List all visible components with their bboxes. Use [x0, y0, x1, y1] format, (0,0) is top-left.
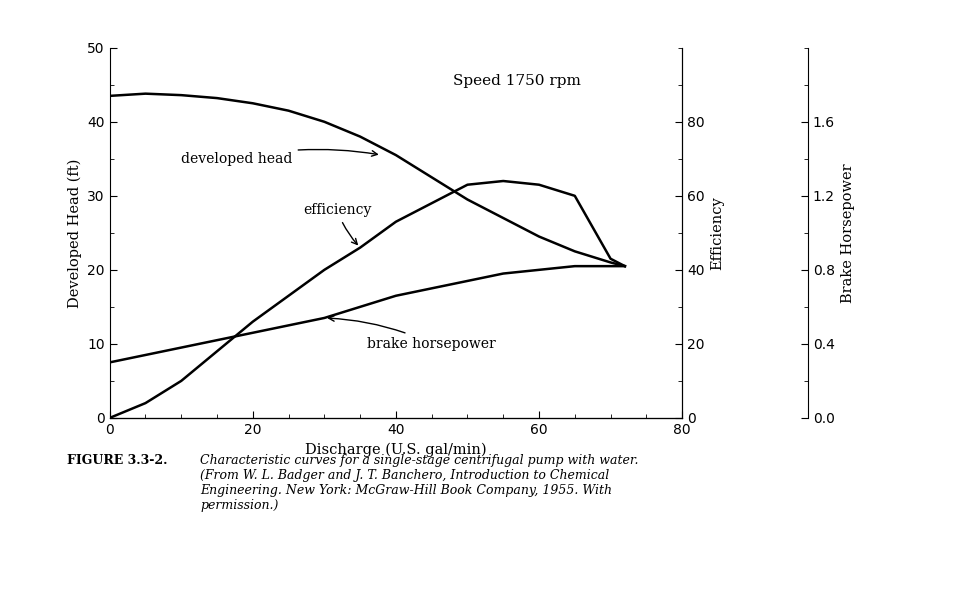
Y-axis label: Brake Horsepower: Brake Horsepower [840, 163, 854, 303]
Y-axis label: Efficiency: Efficiency [709, 196, 723, 270]
Text: developed head: developed head [181, 149, 377, 165]
Text: Speed 1750 rpm: Speed 1750 rpm [453, 73, 580, 88]
Text: Characteristic curves for a single-stage centrifugal pump with water.
(From W. L: Characteristic curves for a single-stage… [200, 454, 639, 512]
Text: brake horsepower: brake horsepower [329, 316, 496, 350]
Text: FIGURE 3.3-2.: FIGURE 3.3-2. [67, 454, 167, 467]
Y-axis label: Developed Head (ft): Developed Head (ft) [68, 158, 82, 307]
Text: efficiency: efficiency [302, 204, 371, 244]
X-axis label: Discharge (U.S. gal/min): Discharge (U.S. gal/min) [305, 442, 486, 457]
